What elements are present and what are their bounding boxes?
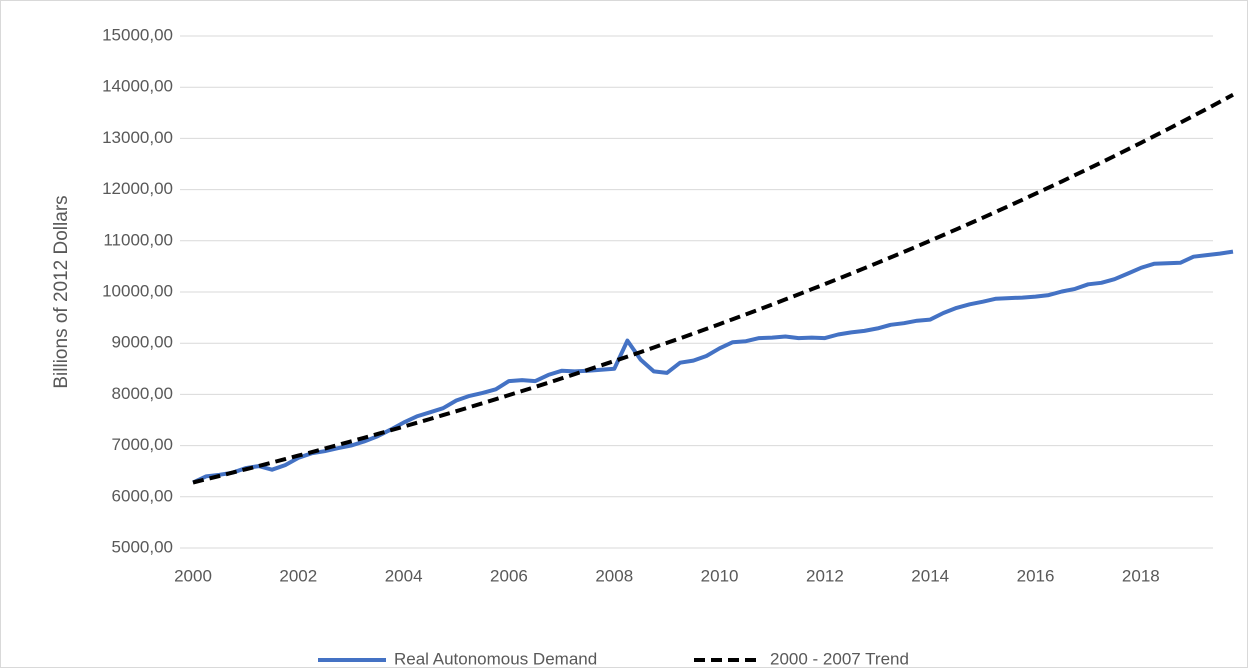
- y-tick-label: 11000,00: [103, 230, 173, 249]
- x-tick-label: 2006: [490, 566, 528, 585]
- x-tick-label: 2012: [806, 566, 844, 585]
- x-tick-label: 2018: [1122, 566, 1160, 585]
- x-tick-label: 2010: [701, 566, 739, 585]
- y-tick-label: 8000,00: [112, 384, 173, 403]
- y-tick-label: 14000,00: [102, 77, 173, 96]
- x-tick-label: 2002: [279, 566, 317, 585]
- x-tick-label: 2000: [174, 566, 212, 585]
- y-tick-label: 13000,00: [102, 128, 173, 147]
- x-tick-label: 2014: [911, 566, 949, 585]
- y-tick-label: 5000,00: [112, 537, 173, 556]
- y-tick-label: 10000,00: [102, 281, 173, 300]
- x-tick-label: 2008: [595, 566, 633, 585]
- y-tick-label: 9000,00: [112, 333, 173, 352]
- y-tick-label: 12000,00: [102, 179, 173, 198]
- legend-label: Real Autonomous Demand: [394, 649, 597, 668]
- x-tick-label: 2016: [1017, 566, 1055, 585]
- x-tick-label: 2004: [385, 566, 423, 585]
- y-tick-label: 7000,00: [112, 435, 173, 454]
- legend-label: 2000 - 2007 Trend: [770, 649, 909, 668]
- y-tick-label: 6000,00: [112, 486, 173, 505]
- series-line: [192, 93, 1234, 485]
- series-line: [192, 249, 1234, 485]
- y-tick-label: 15000,00: [102, 25, 173, 44]
- y-axis-title: Billions of 2012 Dollars: [51, 195, 72, 388]
